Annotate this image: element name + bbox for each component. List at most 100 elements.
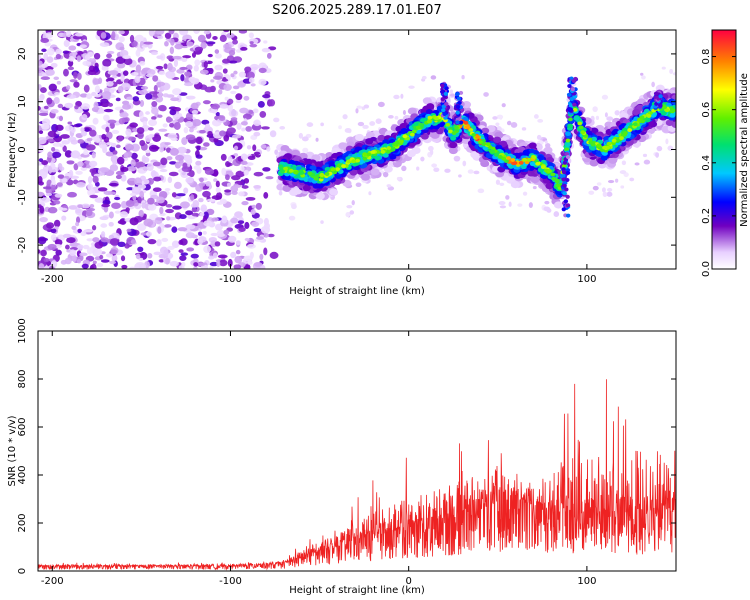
faint-blob xyxy=(291,203,297,210)
noise-blob xyxy=(218,259,228,267)
noise-blob xyxy=(130,239,137,245)
noise-blob xyxy=(159,105,167,112)
noise-blob xyxy=(205,181,212,187)
noise-blob xyxy=(46,138,55,143)
noise-blob xyxy=(187,172,195,177)
noise-blob xyxy=(185,224,196,230)
noise-blob xyxy=(221,215,228,224)
noise-blob xyxy=(66,85,71,91)
noise-blob xyxy=(139,140,146,147)
noise-blob xyxy=(70,139,78,145)
noise-blob xyxy=(232,39,239,45)
noise-blob xyxy=(76,181,86,188)
noise-blob xyxy=(122,103,132,110)
ridge-blob xyxy=(530,175,540,184)
faint-blob xyxy=(449,89,453,94)
noise-blob xyxy=(85,208,93,217)
ridge-blob xyxy=(481,127,490,134)
ridge-blob xyxy=(522,149,530,156)
noise-blob xyxy=(269,130,277,138)
noise-blob xyxy=(178,249,184,253)
noise-blob xyxy=(185,134,196,141)
noise-blob xyxy=(125,207,130,212)
noise-blob xyxy=(57,103,64,109)
faint-blob xyxy=(604,112,608,118)
noise-blob xyxy=(107,191,117,195)
noise-blob xyxy=(128,136,137,141)
noise-blob xyxy=(67,191,77,198)
noise-blob xyxy=(216,259,221,267)
noise-blob xyxy=(39,112,49,116)
noise-blob xyxy=(179,66,188,70)
faint-blob xyxy=(273,117,280,123)
noise-blob xyxy=(102,58,112,67)
noise-blob xyxy=(213,178,218,182)
faint-blob xyxy=(301,136,309,142)
faint-blob xyxy=(315,137,319,142)
noise-blob xyxy=(75,221,80,227)
noise-blob xyxy=(120,174,127,182)
noise-blob xyxy=(114,210,121,214)
noise-blob xyxy=(171,226,178,233)
noise-blob xyxy=(210,232,219,237)
noise-blob xyxy=(194,46,204,53)
noise-blob xyxy=(179,238,188,246)
noise-blob xyxy=(240,121,248,126)
noise-blob xyxy=(168,30,175,35)
ridge-blob xyxy=(528,148,536,155)
noise-blob xyxy=(163,63,168,70)
noise-blob xyxy=(185,120,194,128)
noise-blob xyxy=(139,60,146,66)
noise-blob xyxy=(89,129,97,137)
noise-blob xyxy=(238,191,245,197)
faint-blob xyxy=(362,124,369,129)
noise-blob xyxy=(138,209,144,218)
faint-blob xyxy=(388,114,394,119)
noise-blob xyxy=(111,31,116,40)
noise-blob xyxy=(246,243,256,249)
noise-blob xyxy=(40,76,51,80)
noise-blob xyxy=(221,167,227,176)
noise-blob xyxy=(222,58,231,64)
noise-blob xyxy=(82,60,92,66)
faint-blob xyxy=(528,202,533,208)
noise-blob xyxy=(209,261,219,267)
noise-blob xyxy=(97,248,103,255)
faint-blob xyxy=(595,115,600,121)
faint-blob xyxy=(643,159,651,165)
faint-blob xyxy=(634,162,640,166)
noise-blob xyxy=(62,233,72,238)
noise-blob xyxy=(132,96,140,102)
noise-blob xyxy=(40,87,47,94)
noise-blob xyxy=(38,97,43,103)
faint-blob xyxy=(342,114,348,120)
noise-blob xyxy=(38,175,43,184)
noise-blob xyxy=(73,179,79,185)
ridge-blob xyxy=(608,156,618,164)
noise-blob xyxy=(114,196,121,201)
noise-blob xyxy=(181,166,191,172)
noise-blob xyxy=(73,81,80,88)
noise-blob xyxy=(93,93,101,98)
noise-blob xyxy=(212,169,219,177)
faint-blob xyxy=(351,200,355,206)
noise-blob xyxy=(47,243,57,251)
noise-blob xyxy=(143,41,154,45)
noise-blob xyxy=(210,79,215,83)
noise-blob xyxy=(120,166,129,172)
noise-blob xyxy=(266,146,271,152)
noise-blob xyxy=(215,223,223,231)
noise-blob xyxy=(70,150,81,159)
ridge-blob xyxy=(450,135,457,141)
faint-blob xyxy=(533,114,539,119)
noise-blob xyxy=(111,254,118,262)
noise-blob xyxy=(128,177,137,181)
noise-blob xyxy=(57,174,65,179)
noise-blob xyxy=(211,217,219,222)
noise-blob xyxy=(243,255,253,262)
noise-blob xyxy=(129,122,138,128)
noise-blob xyxy=(93,137,101,143)
noise-blob xyxy=(53,219,61,228)
noise-blob xyxy=(228,109,239,118)
noise-blob xyxy=(80,231,87,237)
